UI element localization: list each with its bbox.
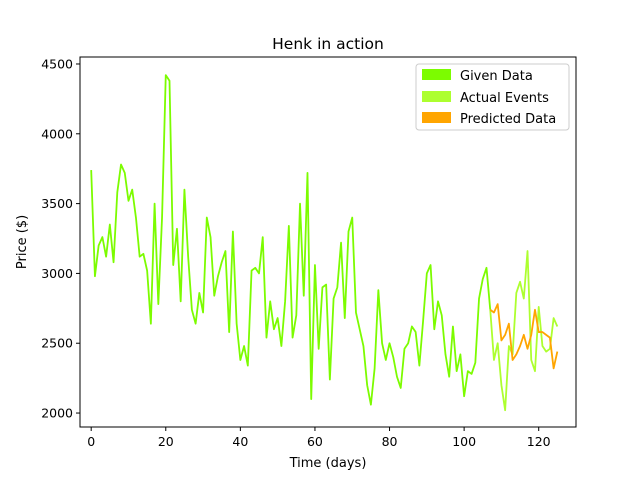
legend-swatch-predicted-data [422, 112, 451, 123]
y-tick-label: 4500 [41, 56, 73, 71]
y-tick-label: 2500 [41, 336, 73, 351]
legend-swatch-given-data [422, 69, 451, 80]
x-axis-ticks: 0 20 40 60 80 100 120 [87, 427, 551, 449]
y-tick-label: 4000 [41, 126, 73, 141]
legend-label-given-data: Given Data [460, 69, 533, 84]
legend: Given Data Actual Events Predicted Data [415, 63, 570, 131]
y-axis-ticks: 2000 2500 3000 3500 4000 4500 [41, 56, 80, 421]
y-tick-label: 3500 [41, 196, 73, 211]
x-tick-label: 60 [307, 434, 323, 449]
legend-swatch-actual-events [422, 91, 451, 102]
plot-frame [79, 56, 577, 428]
series-line-predicted-data [489, 303, 559, 370]
x-tick-label: 20 [158, 434, 174, 449]
x-tick-label: 0 [87, 434, 95, 449]
y-tick-label: 3000 [41, 266, 73, 281]
y-axis-label: Price ($) [15, 215, 30, 269]
plot-lines [90, 74, 559, 412]
legend-box [415, 63, 570, 131]
x-tick-label: 80 [382, 434, 398, 449]
chart-title: Henk in action [272, 35, 384, 53]
series-line-actual-events [489, 250, 559, 412]
legend-label-actual-events: Actual Events [460, 91, 549, 106]
x-axis-label: Time (days) [289, 456, 367, 471]
x-tick-label: 40 [232, 434, 248, 449]
x-tick-label: 120 [527, 434, 551, 449]
series-line-given-data [90, 74, 492, 406]
y-tick-label: 2000 [41, 406, 73, 421]
legend-label-predicted-data: Predicted Data [460, 112, 556, 127]
x-tick-label: 100 [452, 434, 476, 449]
